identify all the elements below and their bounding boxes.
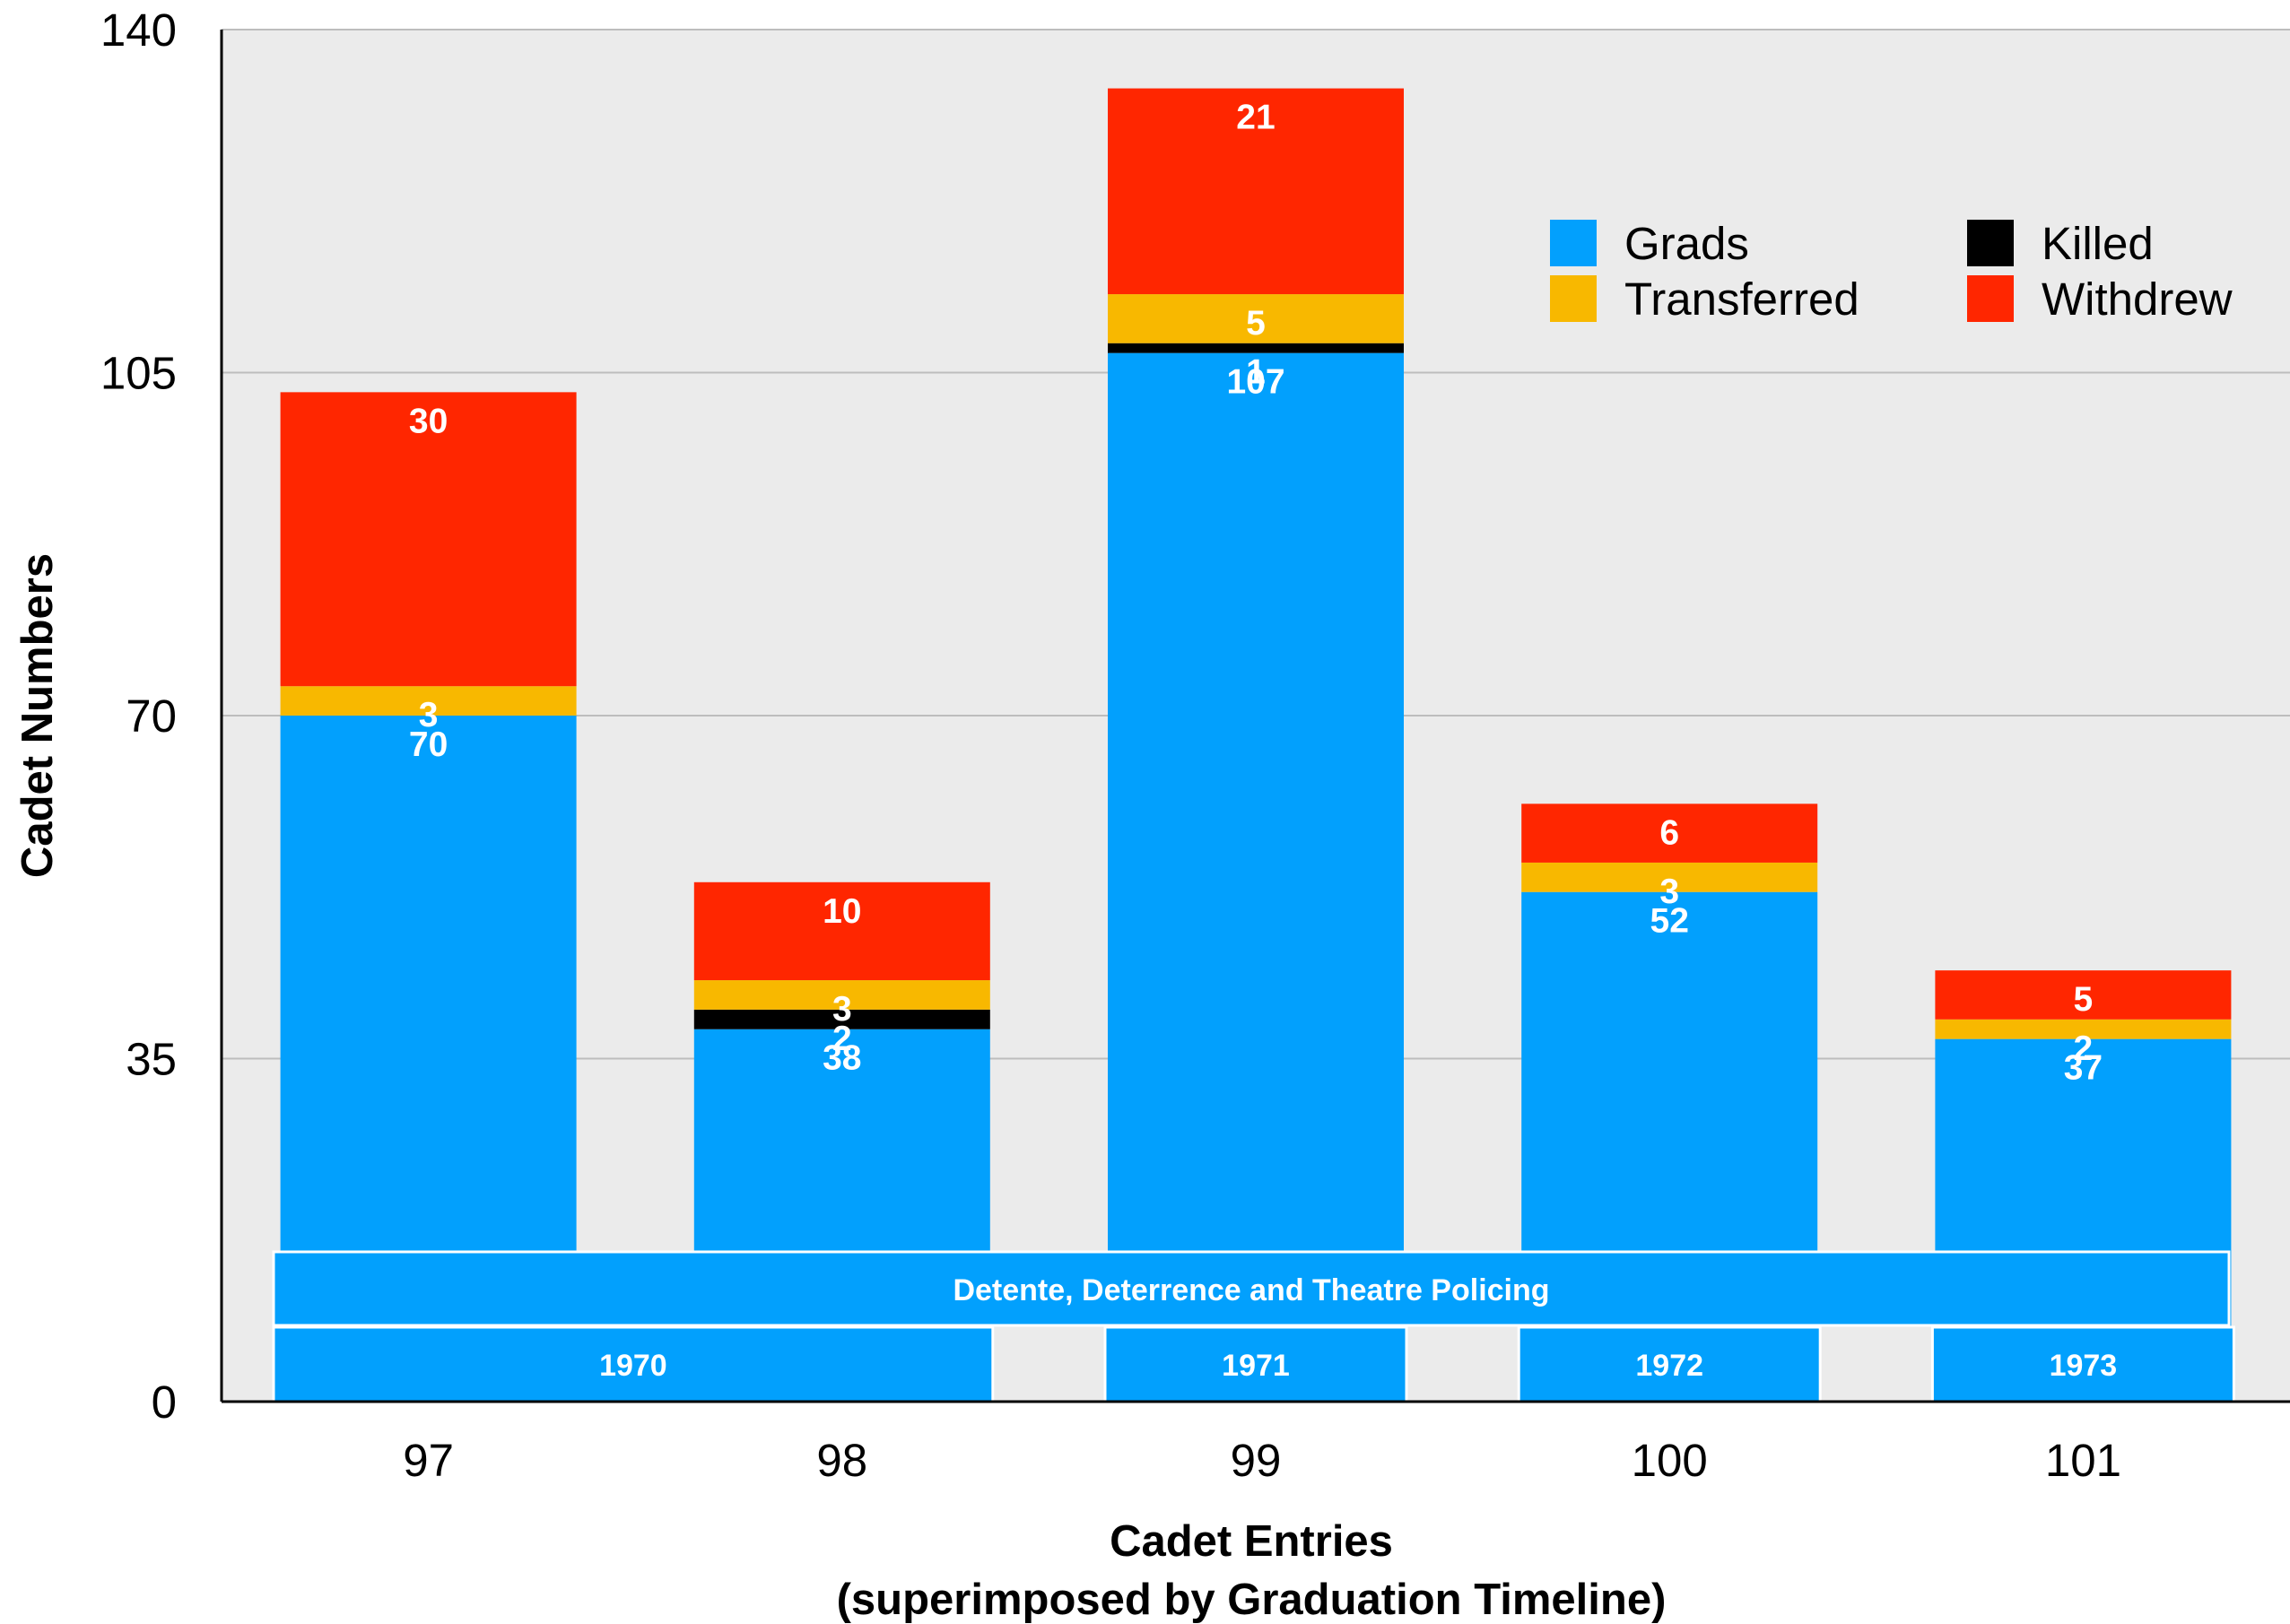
data-label-withdrew: 5 [2074, 980, 2094, 1019]
legend-label: Withdrew [2042, 274, 2233, 325]
legend-swatch [1550, 220, 1597, 266]
x-tick-label: 99 [1231, 1435, 1282, 1486]
timeline-year-box [272, 1325, 995, 1403]
bar-segment-transferred [693, 980, 990, 1010]
y-axis-title: Cadet Numbers [13, 553, 62, 878]
data-label-grads: 70 [409, 725, 448, 764]
data-label-transferred: 3 [832, 990, 852, 1029]
legend-swatch [1550, 275, 1597, 322]
timeline-year-box [1103, 1325, 1408, 1403]
legend-swatch [1967, 275, 2014, 322]
data-label-grads: 52 [1650, 902, 1689, 941]
data-label-grads: 107 [1226, 363, 1284, 402]
legend-swatch [1967, 220, 2014, 266]
legend-label: Killed [2042, 218, 2154, 269]
data-label-transferred: 3 [1659, 873, 1679, 911]
y-tick-label: 105 [100, 348, 177, 399]
y-tick-label: 70 [126, 690, 177, 742]
legend-item: Killed [1967, 218, 2154, 269]
timeline-year-label: 1971 [1222, 1349, 1290, 1383]
bar-segment-withdrew [1521, 803, 1818, 863]
bar-segment-withdrew [693, 881, 990, 981]
legend-label: Grads [1624, 218, 1749, 269]
bar-segment-transferred [1935, 1019, 2232, 1039]
y-axis-ticks: 0 35 70 105 140 [100, 4, 177, 1428]
bar-stack: 703 30 [280, 392, 577, 1402]
timeline-era-band [272, 1250, 2231, 1327]
x-axis-title: Cadet Entries [1110, 1517, 1393, 1566]
timeline-year-label: 1970 [599, 1349, 667, 1383]
x-tick-label: 100 [1632, 1435, 1708, 1486]
timeline-era-label: Detente, Deterrence and Theatre Policing [953, 1273, 1549, 1307]
bar-segment-withdrew [280, 392, 577, 687]
bar-segment-transferred [1521, 862, 1818, 892]
bar-segment-transferred [280, 686, 577, 716]
timeline-year-label: 1973 [2050, 1349, 2118, 1383]
bar-segment-transferred [1108, 294, 1404, 343]
bar-segment-withdrew [1108, 88, 1404, 295]
timeline-year-box [1517, 1325, 1822, 1403]
legend-item: Withdrew [1967, 274, 2233, 325]
data-label-transferred: 3 [419, 696, 439, 734]
bar-segment-withdrew [1935, 970, 2232, 1020]
x-axis-ticks: 97 98 99 100 101 [403, 1435, 2121, 1486]
axes [220, 30, 2290, 1403]
data-label-withdrew: 21 [1236, 99, 1275, 137]
data-label-killed: 1 [1246, 353, 1266, 392]
y-tick-label: 35 [126, 1034, 177, 1085]
bar-segment-killed [1108, 343, 1404, 353]
x-tick-label: 101 [2045, 1435, 2121, 1486]
x-axis-subtitle: (superimposed by Graduation Timeline) [837, 1576, 1667, 1624]
y-tick-label: 140 [100, 4, 177, 56]
data-label-transferred: 2 [2074, 1029, 2094, 1068]
data-label-withdrew: 30 [409, 402, 448, 440]
bar-segment-grads [1108, 352, 1404, 1403]
data-label-withdrew: 10 [823, 892, 861, 931]
data-label-grads: 37 [2064, 1049, 2103, 1088]
legend-item: Transferred [1550, 274, 1859, 325]
data-label-transferred: 5 [1246, 304, 1266, 343]
x-tick-label: 98 [816, 1435, 867, 1486]
data-label-withdrew: 6 [1659, 813, 1679, 852]
timeline-year-box [1930, 1325, 2235, 1403]
y-tick-label: 0 [152, 1376, 177, 1428]
data-label-grads: 38 [823, 1039, 861, 1078]
bar-segment-killed [693, 1009, 990, 1029]
x-tick-label: 97 [403, 1435, 454, 1486]
legend-item: Grads [1550, 218, 1749, 269]
legend-label: Transferred [1624, 274, 1859, 325]
timeline-year-label: 1972 [1635, 1349, 1703, 1383]
data-label-killed: 2 [832, 1020, 852, 1058]
graduation-timeline: Detente, Deterrence and Theatre Policing… [272, 1250, 2235, 1403]
